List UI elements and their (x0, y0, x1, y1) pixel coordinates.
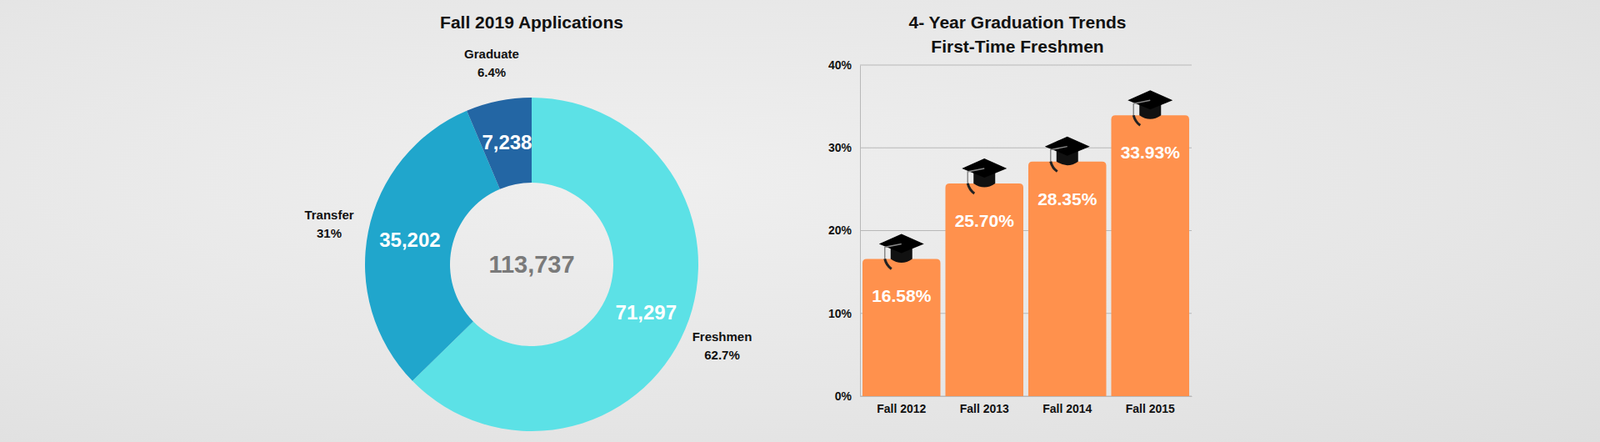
tick: Fall 2012 (876, 395, 926, 415)
percent-label: 31% (316, 225, 342, 240)
category-label: Transfer (304, 207, 354, 222)
cap-board (961, 158, 1007, 178)
pie-group: 71,297 35,202 7,238 Freshmen 62.7% Transfer 31… (304, 46, 752, 431)
cap-board (879, 233, 925, 253)
data-label: 16.58% (871, 285, 932, 305)
tick-label: 0% (835, 389, 853, 403)
tick: 40% (828, 58, 860, 72)
chart-svg: Fall 2019 Applications 71,297 35,202 7,238 F… (0, 0, 1600, 442)
bar (1110, 115, 1190, 396)
cap-icons (879, 90, 1174, 269)
tick: Fall 2014 (1042, 395, 1092, 415)
data-labels: 16.58% 25.70% 28.35% 33.93% (871, 142, 1180, 305)
tick: Fall 2013 (960, 395, 1010, 415)
percent-label: 6.4% (477, 65, 506, 80)
cap-tassel-end (885, 258, 892, 269)
bar (945, 183, 1024, 396)
cap-tassel-end (1050, 161, 1058, 172)
data-label: 33.93% (1120, 142, 1181, 162)
category-label: Freshmen (692, 329, 753, 344)
tick-label: Fall 2014 (1042, 401, 1092, 415)
tick-label: Fall 2015 (1125, 401, 1175, 415)
cap-tassel (967, 168, 985, 184)
cap-tassel-end (967, 183, 975, 194)
cap-tassel (885, 243, 902, 259)
tick: Fall 2015 (1125, 395, 1175, 415)
data-label: 28.35% (1037, 189, 1098, 209)
chart-container: Fall 2019 Applications 71,297 35,202 7,238 F… (0, 0, 1600, 442)
data-label: 25.70% (955, 210, 1015, 230)
y-axis: 0% 10% 20% 30% 40% (828, 58, 861, 403)
tick: 20% (828, 223, 860, 237)
grid (860, 65, 1192, 396)
tick: 30% (828, 140, 860, 155)
total-label: 113,737 (488, 250, 575, 278)
tick-label: 20% (828, 223, 853, 237)
bar-chart: 4- Year Graduation Trends First-Time Fres… (828, 12, 1193, 415)
category-label: Graduate (464, 46, 520, 61)
x-axis: Fall 2012 Fall 2013 Fall 2014 Fall 2015 (860, 395, 1193, 415)
cap-tassel (1133, 100, 1150, 115)
percent-label: 62.7% (704, 347, 740, 362)
tick-label: 10% (828, 306, 853, 320)
chart-title: 4- Year Graduation Trends (908, 12, 1126, 32)
tick: 10% (828, 306, 860, 320)
tick-label: Fall 2013 (960, 401, 1010, 415)
tick-label: Fall 2012 (876, 401, 926, 415)
cap-icon (1127, 90, 1173, 125)
grid-line (860, 65, 1192, 66)
cap-icon (961, 158, 1007, 194)
chart-subtitle: First-Time Freshmen (930, 36, 1104, 56)
bar (1028, 161, 1107, 396)
cap-tassel (1050, 146, 1068, 162)
cap-board (1127, 90, 1173, 110)
pie-slice (466, 97, 532, 190)
data-label: 35,202 (379, 228, 440, 251)
bars (862, 115, 1190, 396)
cap-tassel-end (1133, 115, 1140, 125)
tick: 0% (835, 389, 860, 403)
tick-label: 40% (828, 58, 853, 72)
data-label: 7,238 (481, 130, 532, 154)
data-label: 71,297 (615, 300, 677, 324)
cap-board (1045, 136, 1090, 156)
cap-icon (1045, 136, 1090, 172)
axis-line (860, 395, 1193, 397)
axis-line (860, 65, 861, 397)
pie-slice (365, 110, 500, 381)
chart-title: Fall 2019 Applications (440, 12, 624, 32)
bar (862, 258, 941, 396)
tick-label: 30% (828, 140, 853, 155)
pie-chart: Fall 2019 Applications 71,297 35,202 7,238 F… (304, 12, 752, 431)
cap-icon (879, 233, 925, 269)
